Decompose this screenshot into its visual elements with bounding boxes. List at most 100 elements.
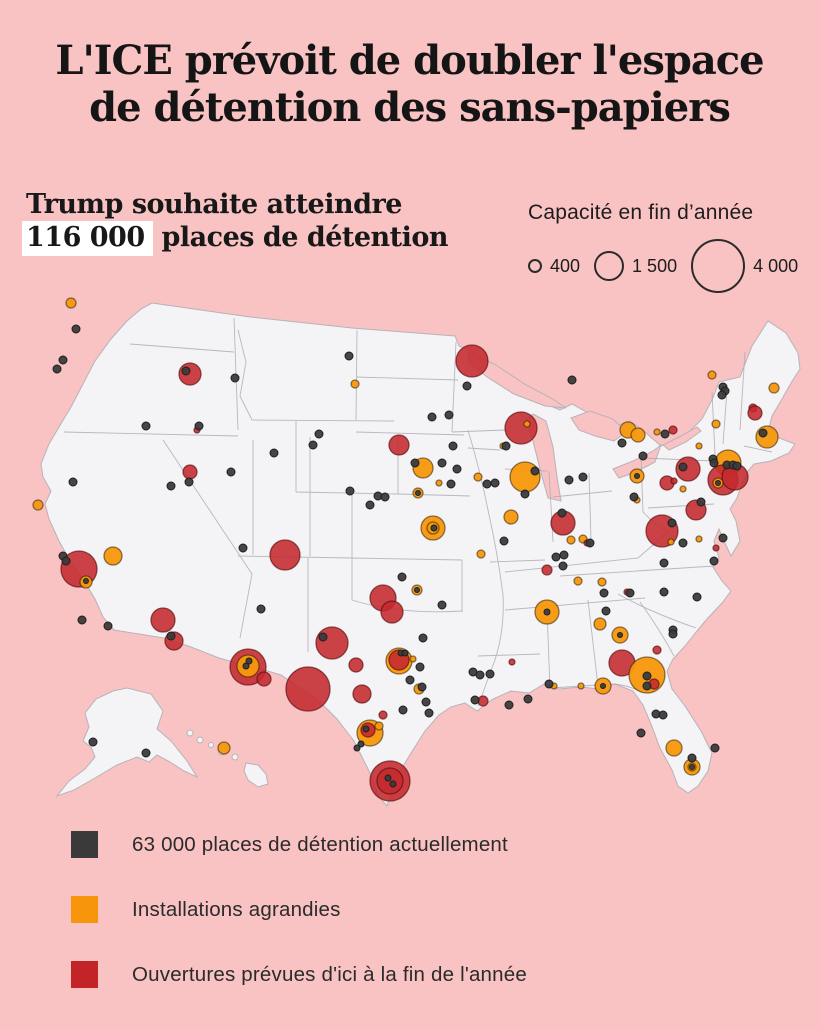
facility-current-dot (470, 695, 480, 705)
facility-expanded-circle (597, 577, 607, 587)
facility-current-dot (629, 492, 639, 502)
facility-new-circle (541, 564, 553, 576)
facility-current-dot (718, 533, 728, 543)
facility-expanded-circle (32, 499, 44, 511)
facility-expanded-circle (473, 472, 483, 482)
facility-expanded-circle (630, 427, 646, 443)
facility-current-dot (668, 629, 678, 639)
facility-current-dot (710, 743, 720, 753)
facility-current-dot (357, 740, 365, 748)
legend-current-capacity: 63 000 places de détention actuellement (71, 831, 527, 858)
legend-planned-openings: Ouvertures prévues d'ici à la fin de l'a… (71, 961, 527, 988)
facility-current-dot (318, 632, 328, 642)
facility-current-dot (696, 497, 706, 507)
facility-current-dot (636, 728, 646, 738)
facility-current-dot (314, 429, 324, 439)
facility-expanded-circle (768, 382, 780, 394)
facility-current-dot (77, 615, 87, 625)
size-ring-medium (594, 251, 625, 281)
facility-new-circle (652, 645, 662, 655)
facility-expanded-circle (103, 546, 123, 566)
facility-current-dot (634, 473, 640, 479)
facility-expanded-circle (509, 461, 541, 493)
legend-expanded-facilities: Installations agrandies (71, 896, 527, 923)
facility-current-dot (430, 524, 438, 532)
facility-current-dot (557, 508, 567, 518)
facility-current-dot (717, 390, 727, 400)
facility-new-circle (256, 671, 272, 687)
facility-current-dot (490, 478, 500, 488)
facility-current-dot (444, 410, 454, 420)
facility-current-dot (417, 682, 427, 692)
facility-current-dot (242, 662, 250, 670)
facility-current-dot (344, 351, 354, 361)
facility-current-dot (68, 477, 78, 487)
facility-current-dot (544, 679, 554, 689)
facility-current-dot (485, 669, 495, 679)
facility-current-dot (71, 324, 81, 334)
facility-current-dot (424, 708, 434, 718)
facility-current-dot (141, 748, 151, 758)
facility-current-dot (269, 448, 279, 458)
facility-current-dot (401, 649, 409, 657)
facility-expanded-circle (711, 419, 721, 429)
facility-current-dot (389, 780, 397, 788)
facility-new-circle (348, 657, 364, 673)
alaska-landmass (55, 687, 199, 798)
facility-new-circle (376, 767, 404, 795)
facility-current-dot (345, 486, 355, 496)
facility-current-dot (482, 479, 492, 489)
facility-expanded-circle (665, 739, 683, 757)
facility-current-dot (238, 543, 248, 553)
size-label-small: 400 (550, 255, 581, 276)
facility-current-dot (709, 458, 719, 468)
facility-new-circle (269, 539, 301, 571)
facility-current-dot (530, 466, 540, 476)
facility-new-circle (380, 600, 404, 624)
facility-expanded-circle (65, 297, 77, 309)
facility-current-dot (520, 489, 530, 499)
facility-current-dot (732, 461, 742, 471)
title-line-2: de détention des sans-papiers (89, 83, 731, 131)
facility-new-circle (668, 425, 678, 435)
facility-current-dot (418, 633, 428, 643)
size-legend: Capacité en fin d’année 400 1 500 4 000 (528, 201, 812, 293)
facility-current-dot (709, 556, 719, 566)
facility-current-dot (617, 438, 627, 448)
facility-new-circle (455, 344, 489, 378)
facility-new-circle (182, 464, 198, 480)
facility-new-circle (352, 684, 372, 704)
facility-expanded-circle (476, 549, 486, 559)
facility-expanded-circle (667, 538, 675, 546)
facility-current-dot (415, 662, 425, 672)
facility-current-dot (551, 552, 561, 562)
facility-current-dot (658, 710, 668, 720)
facility-expanded-circle (409, 655, 417, 663)
facility-current-dot (504, 700, 514, 710)
facility-current-dot (578, 472, 588, 482)
facility-current-dot (362, 725, 370, 733)
facility-current-dot (543, 608, 551, 616)
hawaii-islands (186, 729, 269, 788)
size-label-medium: 1 500 (632, 255, 678, 276)
facility-current-dot (667, 518, 677, 528)
facility-current-dot (625, 588, 635, 598)
facility-new-circle (712, 544, 720, 552)
facility-current-dot (758, 428, 768, 438)
facility-current-dot (599, 588, 609, 598)
lake-erie (612, 443, 663, 479)
facility-current-dot (365, 500, 375, 510)
facility-markers-layer (32, 297, 780, 802)
facility-current-dot (617, 632, 623, 638)
size-legend-row: 400 1 500 4 000 (528, 239, 812, 293)
facility-current-dot (308, 440, 318, 450)
facility-new-circle (150, 607, 176, 633)
facility-new-circle (477, 695, 489, 707)
facility-expanded-circle (707, 370, 717, 380)
facility-current-dot (427, 412, 437, 422)
facility-new-circle (178, 362, 202, 386)
facility-current-dot (523, 694, 533, 704)
facility-expanded-circle (566, 535, 576, 545)
facility-current-dot (446, 479, 456, 489)
